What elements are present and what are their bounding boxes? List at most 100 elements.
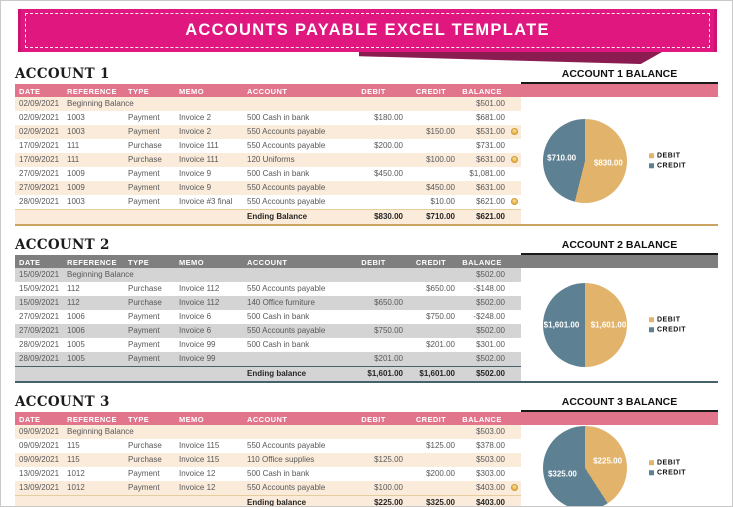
cell-type: Payment	[128, 169, 160, 178]
cell-date: 28/09/2021	[19, 354, 60, 363]
cell-reference: 115	[67, 455, 80, 464]
table-row[interactable]: 15/09/2021 Beginning Balance $502.00	[15, 268, 521, 282]
table-row[interactable]: 28/09/2021 1005 Payment Invoice 99 $201.00 $5…	[15, 352, 521, 366]
cell-memo: Invoice 12	[179, 483, 216, 492]
ending-type	[128, 210, 179, 224]
column-header-spacer	[507, 84, 521, 97]
column-header-date: DATE	[19, 415, 41, 424]
cell-balance: $621.00	[476, 197, 505, 206]
table-row[interactable]: 02/09/2021 1003 Payment Invoice 2 500 Cash i…	[15, 111, 521, 125]
account-section: ACCOUNT 2 ACCOUNT 2 BALANCE DATE REFERENCE T…	[15, 238, 718, 383]
table-row[interactable]: 13/09/2021 1012 Payment Invoice 12 550 Accou…	[15, 481, 521, 495]
cell-memo: Invoice 112	[179, 284, 220, 293]
cell-credit: $125.00	[426, 441, 455, 450]
cell-date: 28/09/2021	[19, 340, 60, 349]
cell-debit	[342, 268, 405, 282]
column-header-debit: DEBIT	[361, 415, 386, 424]
table-row[interactable]: 09/09/2021 Beginning Balance $503.00	[15, 425, 521, 439]
cell-reference: 1005	[67, 340, 85, 349]
ending-balance-row[interactable]: Ending balance $1,601.00 $1,601.00 $502.00	[15, 366, 521, 383]
table-row[interactable]: 13/09/2021 1012 Payment Invoice 12 500 Cash …	[15, 467, 521, 481]
cell-memo: Invoice 111	[179, 155, 219, 164]
balance-chart[interactable]: $1,601.00 $1,601.00 DEBIT CREDIT	[521, 268, 718, 383]
cell-date: 13/09/2021	[19, 483, 60, 492]
ending-spacer	[507, 210, 521, 224]
section-title-row: ACCOUNT 2 ACCOUNT 2 BALANCE	[15, 238, 718, 255]
ending-account: Ending Balance	[247, 212, 308, 221]
cell-date: 27/09/2021	[19, 169, 60, 178]
cell-reference: 1006	[67, 326, 85, 335]
ending-type	[128, 496, 179, 506]
balance-chart[interactable]: $225.00 $325.00 DEBIT CREDIT	[521, 425, 718, 506]
cell-debit	[342, 425, 405, 439]
account-title: ACCOUNT 2	[15, 237, 110, 253]
pie-label-debit: $830.00	[593, 158, 623, 168]
cell-debit	[342, 153, 405, 167]
cell-reference: 1003	[67, 197, 85, 206]
table-row[interactable]: 09/09/2021 115 Purchase Invoice 115 110 Offi…	[15, 453, 521, 467]
table-row[interactable]: 15/09/2021 112 Purchase Invoice 112 140 Offi…	[15, 296, 521, 310]
cell-memo: Invoice 99	[179, 340, 216, 349]
cell-memo: Invoice 12	[179, 469, 216, 478]
cell-reference: 112	[67, 298, 80, 307]
cell-type: Purchase	[128, 284, 162, 293]
cell-balance: -$148.00	[473, 284, 505, 293]
ending-spacer	[507, 496, 521, 506]
cell-account: 500 Cash in bank	[247, 113, 310, 122]
legend-marker-credit	[649, 326, 654, 332]
cell-debit	[342, 467, 405, 481]
pie-chart[interactable]: $830.00 $710.00	[543, 118, 627, 203]
column-header-type: TYPE	[128, 258, 150, 267]
cell-type: Payment	[128, 354, 160, 363]
balance-chart[interactable]: $830.00 $710.00 DEBIT CREDIT	[521, 97, 718, 226]
legend-marker-credit	[649, 162, 654, 168]
cell-debit: $100.00	[374, 483, 403, 492]
cell-balance: $681.00	[476, 113, 505, 122]
cell-type: Payment	[128, 197, 160, 206]
legend-marker-debit	[649, 460, 654, 466]
table-row[interactable]: 17/09/2021 111 Purchase Invoice 111 120 Unif…	[15, 153, 521, 167]
table-row[interactable]: 27/09/2021 1006 Payment Invoice 6 500 Cash i…	[15, 310, 521, 324]
cell-credit	[405, 111, 457, 125]
legend-label: DEBIT	[657, 459, 681, 467]
table-row[interactable]: 15/09/2021 112 Purchase Invoice 112 550 Acco…	[15, 282, 521, 296]
cell-reference: 1009	[67, 183, 85, 192]
section-body: 09/09/2021 Beginning Balance $503.00 09/09/…	[15, 425, 718, 506]
coin-cell	[507, 453, 521, 467]
legend-marker-credit	[649, 469, 654, 475]
table-row[interactable]: 27/09/2021 1009 Payment Invoice 9 550 Accoun…	[15, 181, 521, 195]
table-row[interactable]: 27/09/2021 1009 Payment Invoice 9 500 Cash i…	[15, 167, 521, 181]
table-row[interactable]: 09/09/2021 115 Purchase Invoice 115 550 Acco…	[15, 439, 521, 453]
table-row[interactable]: 02/09/2021 1003 Payment Invoice 2 550 Accoun…	[15, 125, 521, 139]
cell-memo: Invoice 6	[179, 326, 212, 335]
cell-debit: $200.00	[374, 141, 403, 150]
legend-marker-debit	[649, 153, 654, 159]
ending-memo	[179, 367, 247, 381]
table-row[interactable]: 28/09/2021 1005 Payment Invoice 99 500 Cash …	[15, 338, 521, 352]
cell-type	[128, 425, 179, 439]
cell-balance: $403.00	[476, 483, 505, 492]
cell-type: Payment	[128, 127, 160, 136]
cell-credit: $750.00	[426, 312, 455, 321]
ending-date	[15, 367, 67, 381]
cell-type: Payment	[128, 183, 160, 192]
table-header-row: DATE REFERENCE TYPE MEMO ACCOUNT DEBIT CREDIT B…	[15, 255, 718, 268]
table-row[interactable]: 17/09/2021 111 Purchase Invoice 111 550 Acco…	[15, 139, 521, 153]
ending-balance-row[interactable]: Ending balance $225.00 $325.00 $403.00	[15, 495, 521, 506]
cell-account: 500 Cash in bank	[247, 469, 310, 478]
table-row[interactable]: 02/09/2021 Beginning Balance $501.00	[15, 97, 521, 111]
header-band-extension	[521, 84, 718, 97]
cell-reference: Beginning Balance	[67, 99, 134, 108]
coin-cell	[507, 268, 521, 282]
cell-balance: -$248.00	[473, 312, 505, 321]
ending-balance-row[interactable]: Ending Balance $830.00 $710.00 $621.00	[15, 209, 521, 226]
legend-label: CREDIT	[657, 325, 687, 333]
table-header-row: DATE REFERENCE TYPE MEMO ACCOUNT DEBIT CREDIT B…	[15, 84, 718, 97]
table-row[interactable]: 28/09/2021 1003 Payment Invoice #3 final 550…	[15, 195, 521, 209]
table-row[interactable]: 27/09/2021 1006 Payment Invoice 6 550 Accoun…	[15, 324, 521, 338]
pie-chart[interactable]: $1,601.00 $1,601.00	[543, 282, 627, 367]
cell-date: 02/09/2021	[19, 113, 60, 122]
pie-chart[interactable]: $225.00 $325.00	[543, 425, 627, 506]
cell-account: 550 Accounts payable	[247, 326, 326, 335]
coin-icon	[510, 484, 518, 491]
